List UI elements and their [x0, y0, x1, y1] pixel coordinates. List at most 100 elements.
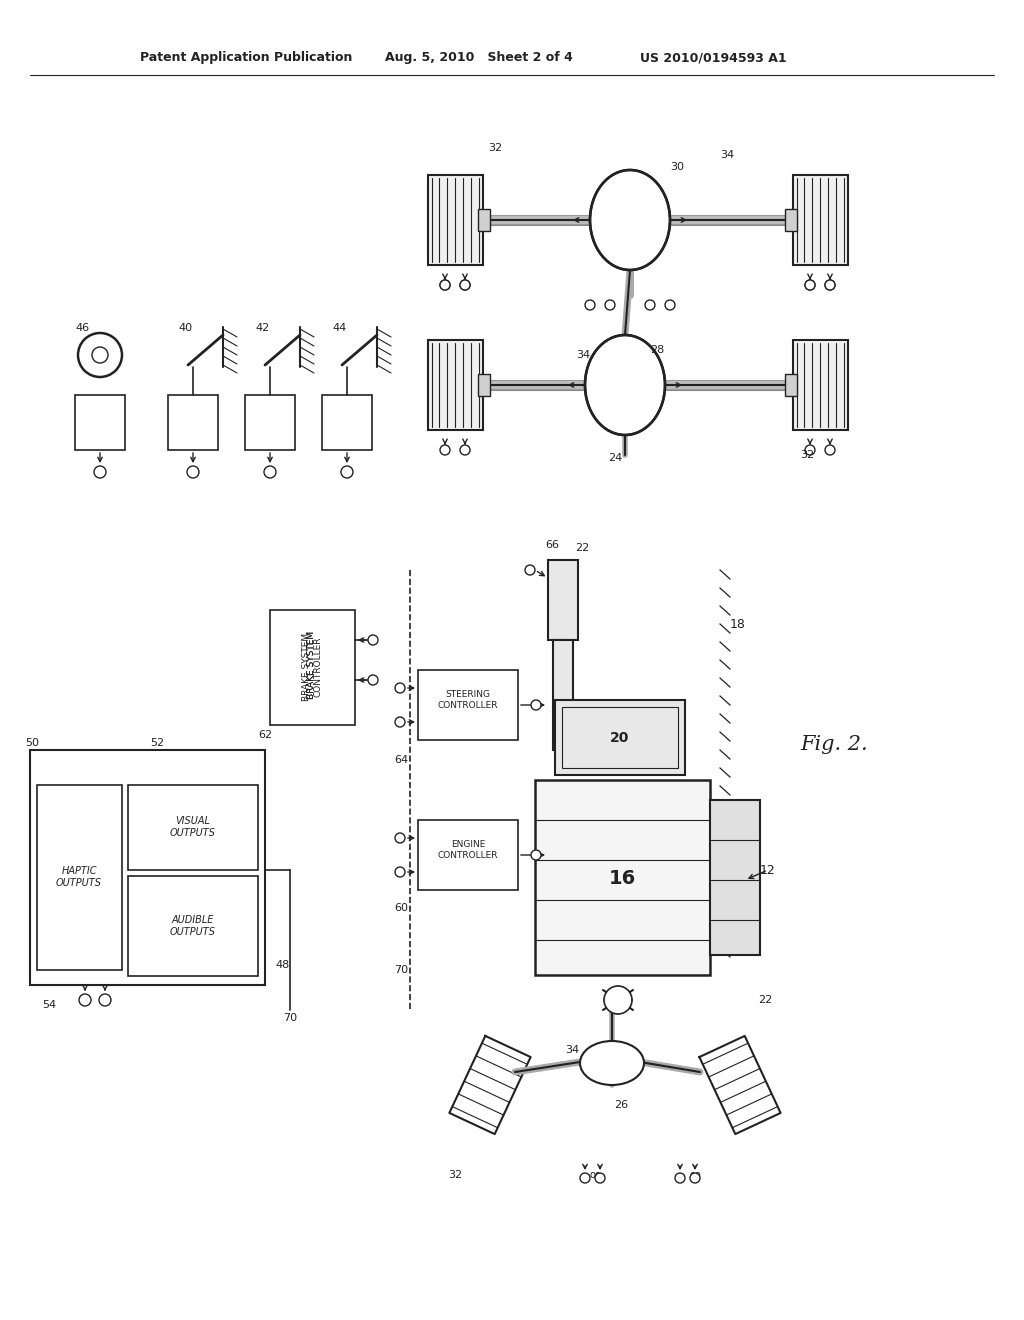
- Bar: [128, 785, 258, 870]
- Text: HAPTIC
OUTPUTS: HAPTIC OUTPUTS: [56, 866, 102, 888]
- Bar: [793, 176, 848, 265]
- Text: 70: 70: [283, 1012, 297, 1023]
- Text: 20: 20: [610, 731, 630, 744]
- Text: 34: 34: [720, 150, 734, 160]
- Text: 64: 64: [394, 755, 408, 766]
- Text: 12: 12: [760, 863, 776, 876]
- Text: BRAKE SYSTEM
CONTROLLER: BRAKE SYSTEM CONTROLLER: [302, 632, 323, 701]
- Text: ENGINE
CONTROLLER: ENGINE CONTROLLER: [437, 840, 499, 861]
- Text: Fig. 2.: Fig. 2.: [800, 735, 867, 755]
- Text: 48: 48: [275, 960, 289, 970]
- Circle shape: [690, 1173, 700, 1183]
- Text: 32: 32: [488, 143, 502, 153]
- Circle shape: [805, 445, 815, 455]
- Bar: [270, 610, 355, 725]
- Circle shape: [805, 280, 815, 290]
- Bar: [562, 708, 678, 768]
- Text: 66: 66: [545, 540, 559, 550]
- Bar: [710, 800, 760, 954]
- Circle shape: [460, 280, 470, 290]
- Bar: [555, 700, 685, 775]
- Circle shape: [604, 986, 632, 1014]
- Circle shape: [99, 994, 111, 1006]
- Circle shape: [825, 280, 835, 290]
- Text: 22: 22: [575, 543, 589, 553]
- Circle shape: [460, 280, 470, 290]
- Circle shape: [585, 300, 595, 310]
- Bar: [418, 820, 518, 890]
- Circle shape: [531, 850, 541, 861]
- Text: oo: oo: [589, 1170, 601, 1180]
- Ellipse shape: [580, 1041, 644, 1085]
- Text: oo: oo: [689, 1170, 700, 1180]
- Text: US 2010/0194593 A1: US 2010/0194593 A1: [640, 51, 786, 65]
- Circle shape: [525, 565, 535, 576]
- Circle shape: [395, 833, 406, 843]
- Circle shape: [79, 994, 91, 1006]
- Bar: [553, 640, 573, 750]
- Circle shape: [595, 1173, 605, 1183]
- Bar: [548, 560, 578, 640]
- Text: 24: 24: [608, 453, 623, 463]
- Text: VISUAL
OUTPUTS: VISUAL OUTPUTS: [170, 816, 216, 838]
- Bar: [785, 209, 797, 231]
- Text: 62: 62: [258, 730, 272, 741]
- Text: 40: 40: [178, 323, 193, 333]
- Circle shape: [440, 280, 450, 290]
- Text: 18: 18: [730, 619, 745, 631]
- Bar: [418, 671, 518, 741]
- Text: 70: 70: [394, 965, 408, 975]
- Ellipse shape: [590, 170, 670, 271]
- Text: 26: 26: [614, 1100, 628, 1110]
- Text: 46: 46: [75, 323, 89, 333]
- Ellipse shape: [585, 335, 665, 436]
- Bar: [168, 395, 218, 450]
- Bar: [37, 785, 122, 970]
- Text: 44: 44: [332, 323, 346, 333]
- Bar: [75, 395, 125, 450]
- Circle shape: [78, 333, 122, 378]
- Bar: [478, 374, 490, 396]
- Bar: [322, 395, 372, 450]
- Bar: [793, 341, 848, 430]
- Circle shape: [92, 347, 108, 363]
- Circle shape: [665, 300, 675, 310]
- Circle shape: [395, 867, 406, 876]
- Text: BRAKE SYSTEM: BRAKE SYSTEM: [307, 631, 316, 700]
- Text: BRAKE SYSTEM: BRAKE SYSTEM: [307, 631, 316, 700]
- Circle shape: [440, 445, 450, 455]
- Circle shape: [825, 445, 835, 455]
- Circle shape: [368, 675, 378, 685]
- Text: 60: 60: [394, 903, 408, 913]
- Text: 16: 16: [608, 869, 636, 887]
- Circle shape: [605, 300, 615, 310]
- Bar: [245, 395, 295, 450]
- Bar: [428, 341, 483, 430]
- Bar: [535, 780, 710, 975]
- Text: 32: 32: [800, 450, 814, 459]
- Text: 34: 34: [575, 350, 590, 360]
- Text: Patent Application Publication: Patent Application Publication: [140, 51, 352, 65]
- Circle shape: [395, 717, 406, 727]
- Circle shape: [395, 682, 406, 693]
- Text: 32: 32: [449, 1170, 462, 1180]
- Text: 50: 50: [25, 738, 39, 748]
- Circle shape: [531, 700, 541, 710]
- Circle shape: [825, 280, 835, 290]
- Text: 52: 52: [150, 738, 164, 748]
- Circle shape: [675, 1173, 685, 1183]
- Bar: [428, 176, 483, 265]
- Text: STEERING
CONTROLLER: STEERING CONTROLLER: [437, 689, 499, 710]
- Circle shape: [94, 466, 106, 478]
- Circle shape: [187, 466, 199, 478]
- Circle shape: [805, 280, 815, 290]
- Text: 54: 54: [42, 1001, 56, 1010]
- Text: 42: 42: [255, 323, 269, 333]
- Circle shape: [440, 280, 450, 290]
- Text: 28: 28: [650, 345, 665, 355]
- Bar: [30, 750, 265, 985]
- Bar: [478, 209, 490, 231]
- Bar: [128, 876, 258, 975]
- Text: AUDIBLE
OUTPUTS: AUDIBLE OUTPUTS: [170, 915, 216, 937]
- Text: Aug. 5, 2010   Sheet 2 of 4: Aug. 5, 2010 Sheet 2 of 4: [385, 51, 572, 65]
